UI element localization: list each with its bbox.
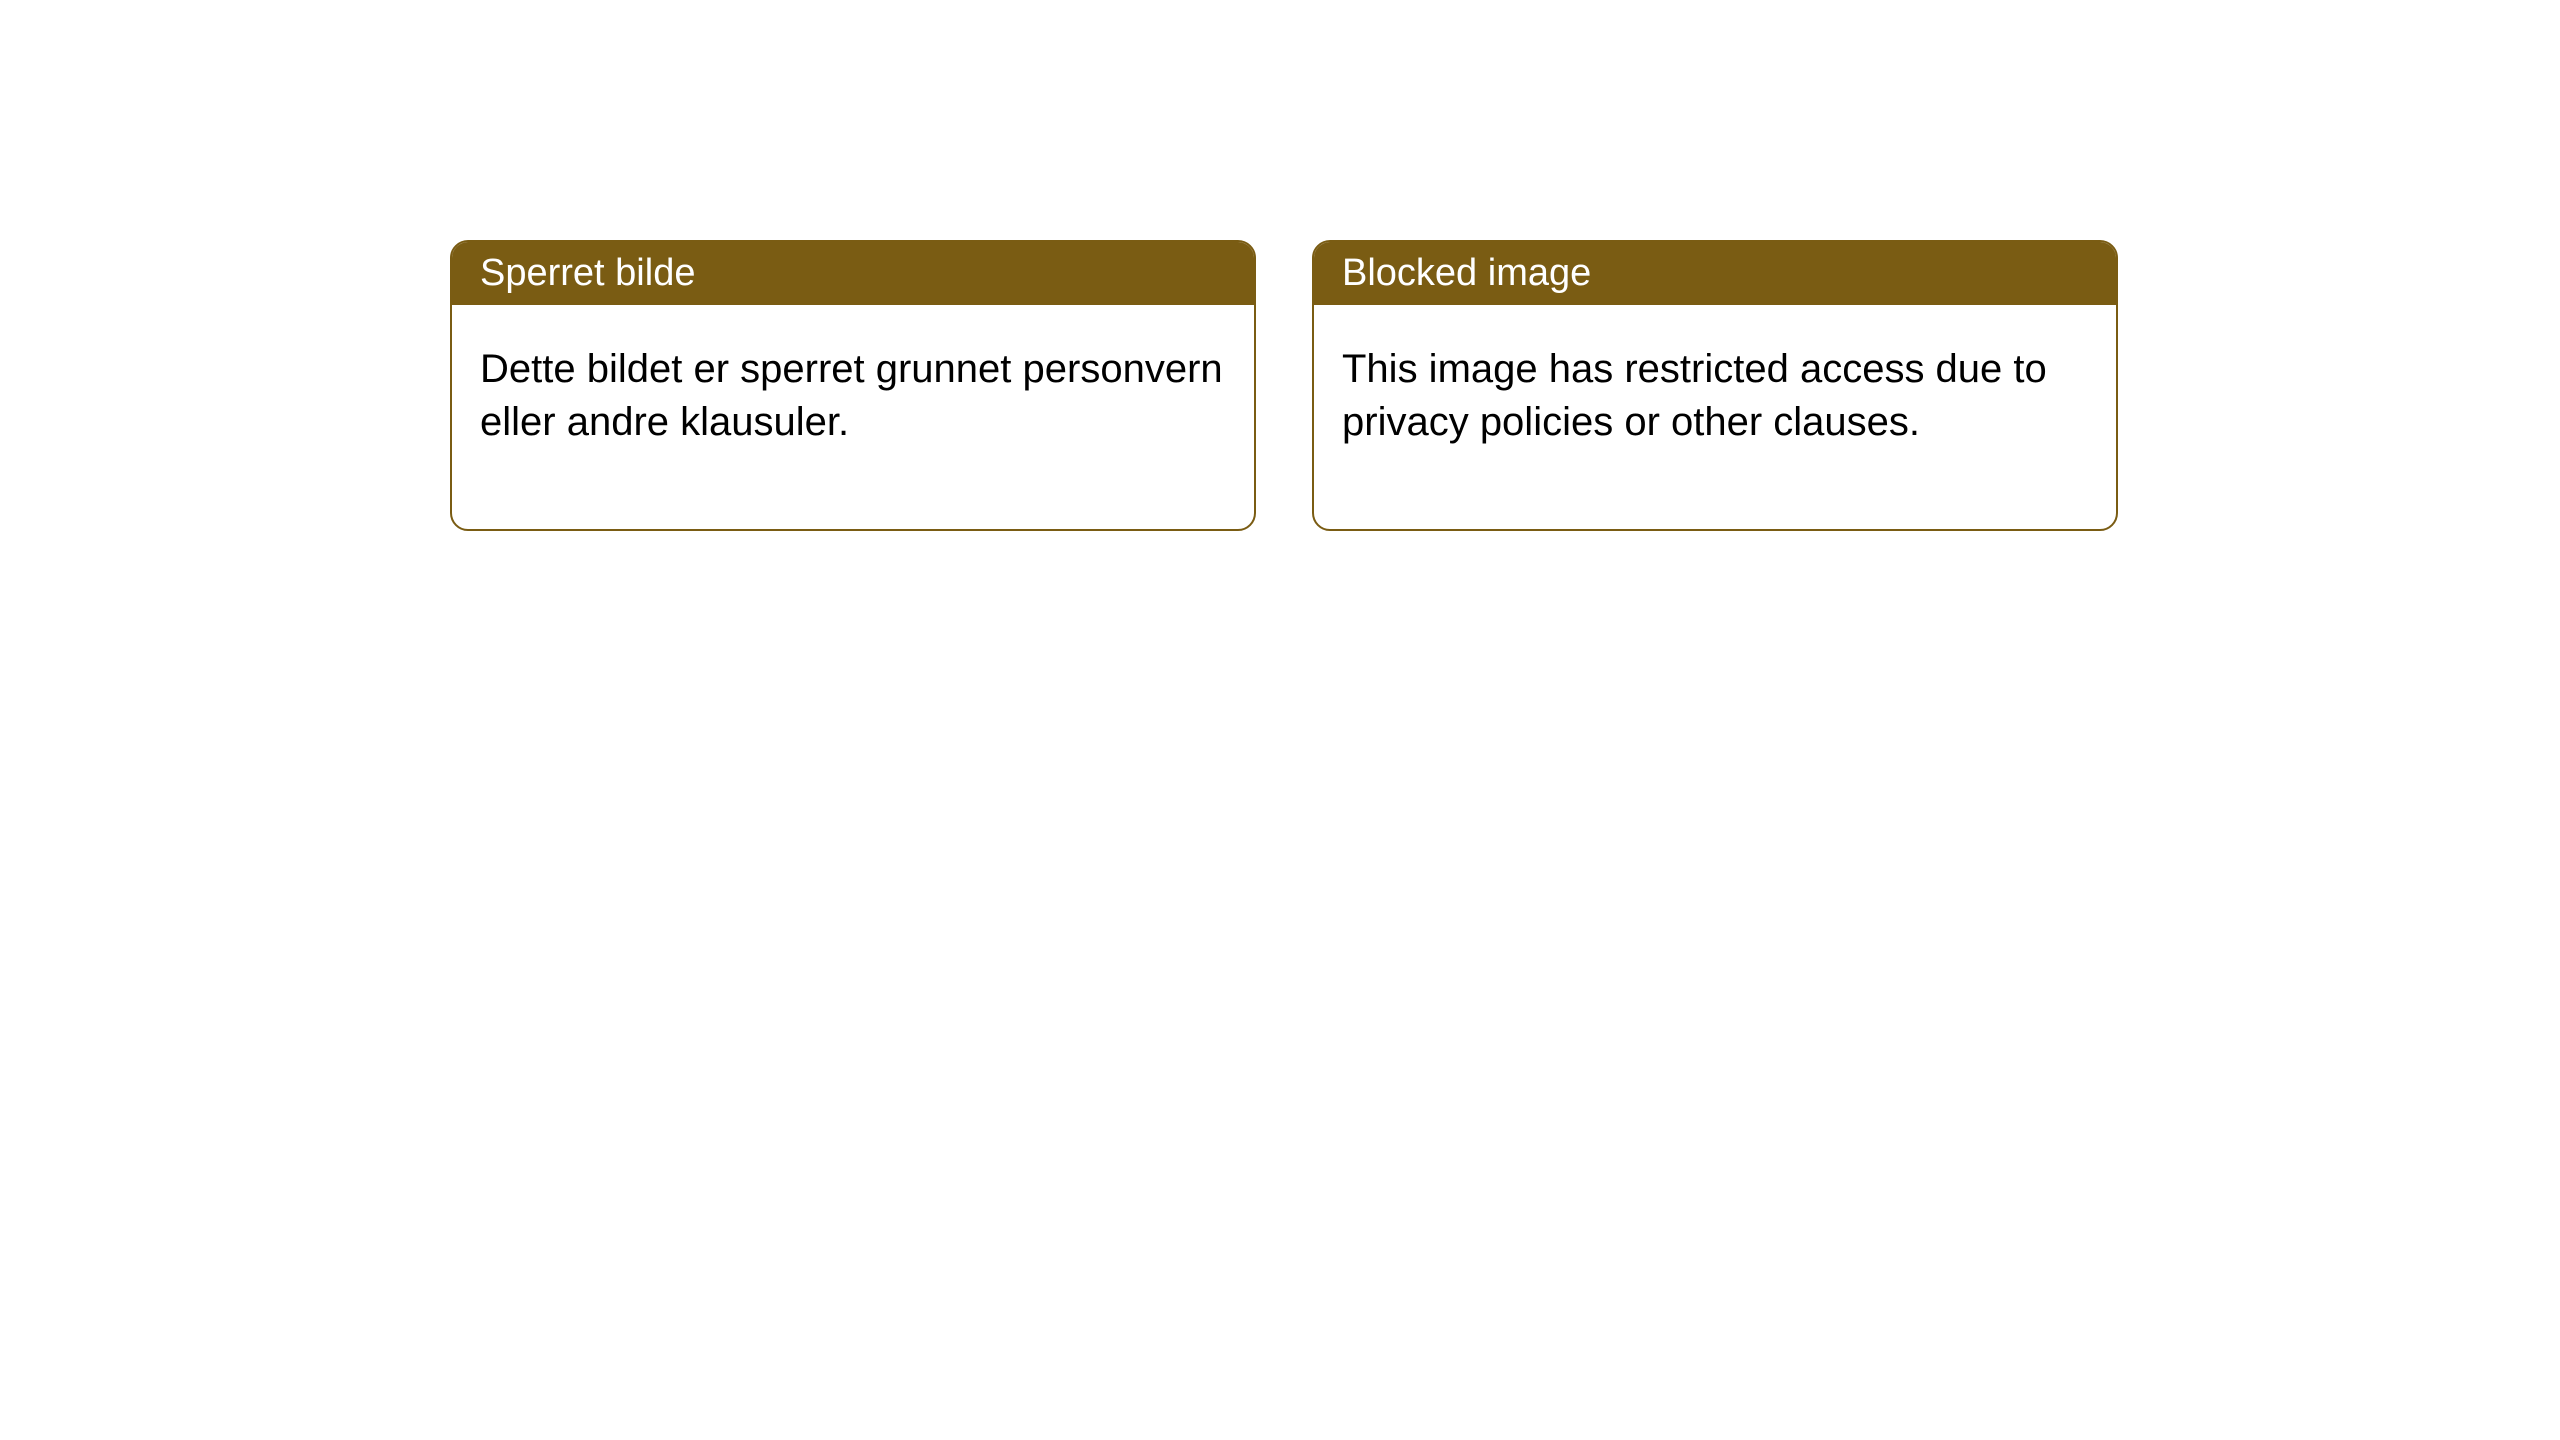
notice-header: Blocked image (1314, 242, 2116, 305)
notice-card-norwegian: Sperret bilde Dette bildet er sperret gr… (450, 240, 1256, 531)
notice-header: Sperret bilde (452, 242, 1254, 305)
notice-body: Dette bildet er sperret grunnet personve… (452, 305, 1254, 529)
notice-container: Sperret bilde Dette bildet er sperret gr… (0, 0, 2560, 531)
notice-card-english: Blocked image This image has restricted … (1312, 240, 2118, 531)
notice-body: This image has restricted access due to … (1314, 305, 2116, 529)
